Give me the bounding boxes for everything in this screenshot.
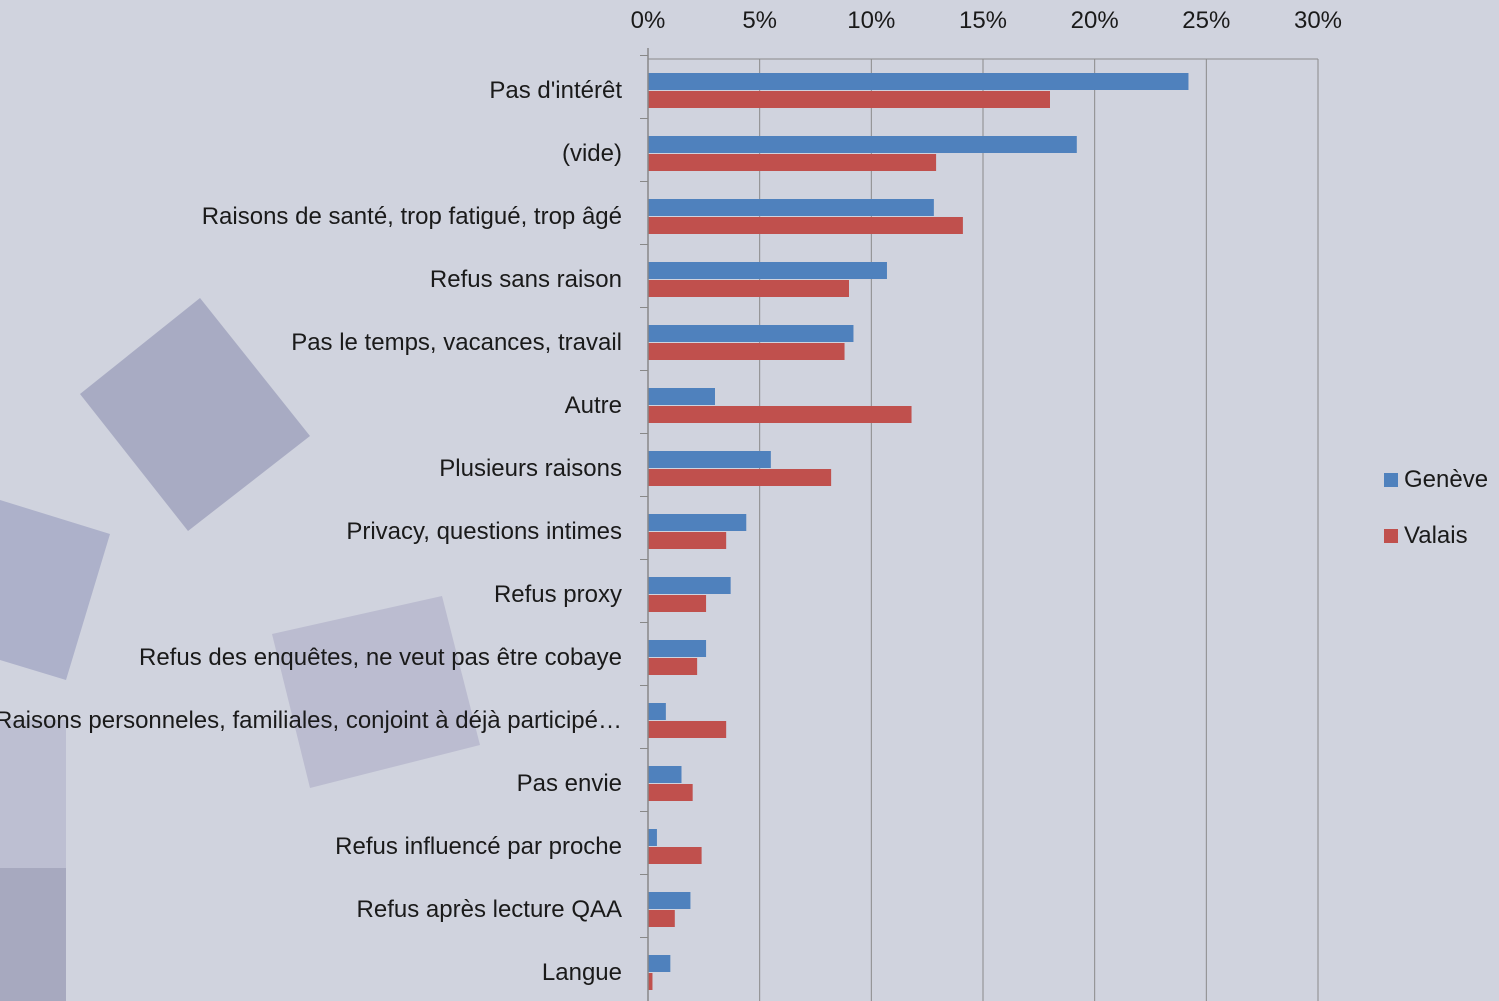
category-label: Refus des enquêtes, ne veut pas être cob… bbox=[139, 644, 622, 671]
category-label: Raisons personneles, familiales, conjoin… bbox=[0, 707, 622, 734]
bar-valais bbox=[648, 847, 702, 864]
bar-geneve bbox=[648, 136, 1077, 153]
category-label: Pas le temps, vacances, travail bbox=[291, 329, 622, 356]
x-tick-label: 25% bbox=[1182, 7, 1230, 34]
bar-geneve bbox=[648, 577, 731, 594]
x-tick-label: 30% bbox=[1294, 7, 1342, 34]
bar-geneve bbox=[648, 262, 887, 279]
bar-geneve bbox=[648, 73, 1189, 90]
x-axis-ticks: 0% 5% 10% 15% 20% 25% 30% bbox=[631, 7, 1342, 34]
legend: Genève Valais bbox=[1384, 462, 1496, 574]
bar-geneve bbox=[648, 829, 657, 846]
x-tick-label: 5% bbox=[742, 7, 777, 34]
bar-geneve bbox=[648, 388, 715, 405]
category-label: Privacy, questions intimes bbox=[346, 518, 622, 545]
bar-valais bbox=[648, 595, 707, 612]
bar-geneve bbox=[648, 514, 747, 531]
category-label: Pas envie bbox=[517, 770, 622, 797]
category-label: Autre bbox=[565, 392, 622, 419]
decor-square-3 bbox=[272, 596, 480, 788]
bar-geneve bbox=[648, 451, 771, 468]
category-labels: Pas d'intérêt (vide) Raisons de santé, tro… bbox=[0, 77, 622, 986]
category-label: Refus influencé par proche bbox=[335, 833, 622, 860]
decor-square-1 bbox=[80, 298, 310, 531]
legend-swatch-valais bbox=[1384, 529, 1398, 543]
decor-block-2 bbox=[0, 868, 66, 1001]
legend-swatch-geneve bbox=[1384, 473, 1398, 487]
category-label: Refus sans raison bbox=[430, 266, 622, 293]
x-tick-label: 10% bbox=[847, 7, 895, 34]
bar-valais bbox=[648, 784, 693, 801]
x-tick-label: 20% bbox=[1071, 7, 1119, 34]
bar-valais bbox=[648, 469, 832, 486]
bars bbox=[648, 73, 1189, 990]
bar-geneve bbox=[648, 325, 854, 342]
bar-geneve bbox=[648, 640, 707, 657]
category-label: (vide) bbox=[562, 140, 622, 167]
category-label: Plusieurs raisons bbox=[439, 455, 622, 482]
bar-valais bbox=[648, 154, 937, 171]
bar-valais bbox=[648, 658, 698, 675]
bar-geneve bbox=[648, 892, 691, 909]
bar-valais bbox=[648, 532, 727, 549]
legend-item-geneve: Genève bbox=[1384, 462, 1496, 498]
bar-valais bbox=[648, 910, 675, 927]
category-label: Refus après lecture QAA bbox=[357, 896, 622, 923]
decor-square-2 bbox=[0, 500, 110, 680]
bar-valais bbox=[648, 91, 1050, 108]
bar-geneve bbox=[648, 703, 666, 720]
bar-valais bbox=[648, 406, 912, 423]
bar-valais bbox=[648, 280, 849, 297]
bar-valais bbox=[648, 217, 963, 234]
bar-geneve bbox=[648, 199, 934, 216]
x-tick-label: 15% bbox=[959, 7, 1007, 34]
bar-valais bbox=[648, 973, 653, 990]
bar-valais bbox=[648, 721, 727, 738]
bar-geneve bbox=[648, 766, 682, 783]
legend-label-valais: Valais bbox=[1404, 522, 1468, 549]
legend-label-geneve: Genève bbox=[1404, 466, 1489, 493]
bar-valais bbox=[648, 343, 845, 360]
decor-block-1 bbox=[0, 720, 66, 868]
category-label: Refus proxy bbox=[494, 581, 622, 608]
legend-item-valais: Valais bbox=[1384, 518, 1496, 554]
category-label: Raisons de santé, trop fatigué, trop âgé bbox=[202, 203, 622, 230]
bar-geneve bbox=[648, 955, 671, 972]
x-tick-label: 0% bbox=[631, 7, 666, 34]
category-label: Pas d'intérêt bbox=[489, 77, 622, 104]
category-label: Langue bbox=[542, 959, 622, 986]
